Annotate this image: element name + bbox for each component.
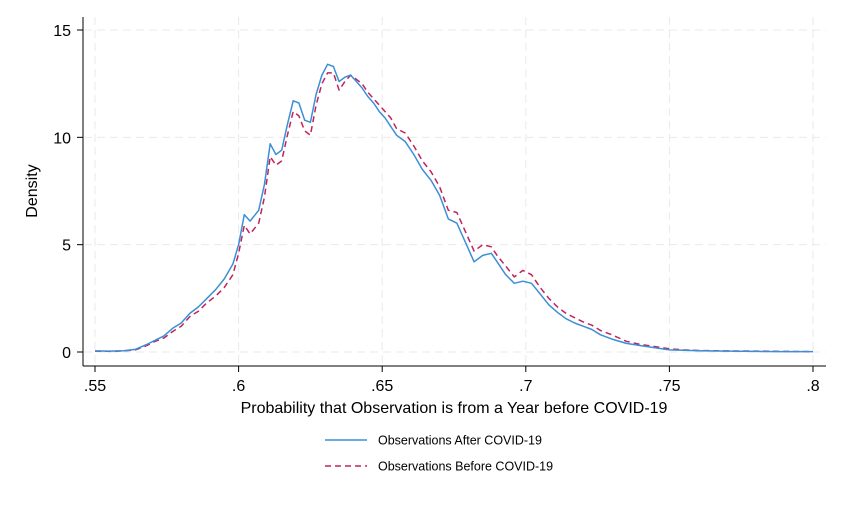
x-axis-title: Probability that Observation is from a Y… bbox=[241, 400, 668, 417]
y-tick-label: 10 bbox=[53, 130, 71, 147]
series-lines bbox=[94, 63, 814, 353]
axes bbox=[82, 17, 826, 367]
x-tick-label: .7 bbox=[519, 378, 532, 395]
x-tick-label: .75 bbox=[658, 378, 680, 395]
y-ticks: 0 5 10 15 bbox=[53, 23, 83, 362]
x-tick-label: .6 bbox=[232, 378, 245, 395]
y-tick-label: 5 bbox=[62, 238, 71, 255]
x-tick-label: .8 bbox=[806, 378, 819, 395]
series-line-before-covid bbox=[94, 72, 814, 353]
legend-label: Observations After COVID-19 bbox=[378, 434, 542, 448]
x-tick-label: .55 bbox=[84, 378, 106, 395]
y-axis-title: Density bbox=[24, 164, 41, 217]
y-tick-label: 15 bbox=[53, 23, 71, 40]
series-line-after-covid bbox=[94, 63, 813, 353]
x-tick-label: .65 bbox=[371, 378, 393, 395]
x-ticks: .55 .6 .65 .7 .75 .8 bbox=[84, 366, 820, 395]
y-tick-label: 0 bbox=[62, 345, 71, 362]
gridlines bbox=[84, 17, 826, 365]
legend-label: Observations Before COVID-19 bbox=[378, 460, 553, 474]
legend: Observations After COVID-19 Observations … bbox=[325, 434, 553, 474]
